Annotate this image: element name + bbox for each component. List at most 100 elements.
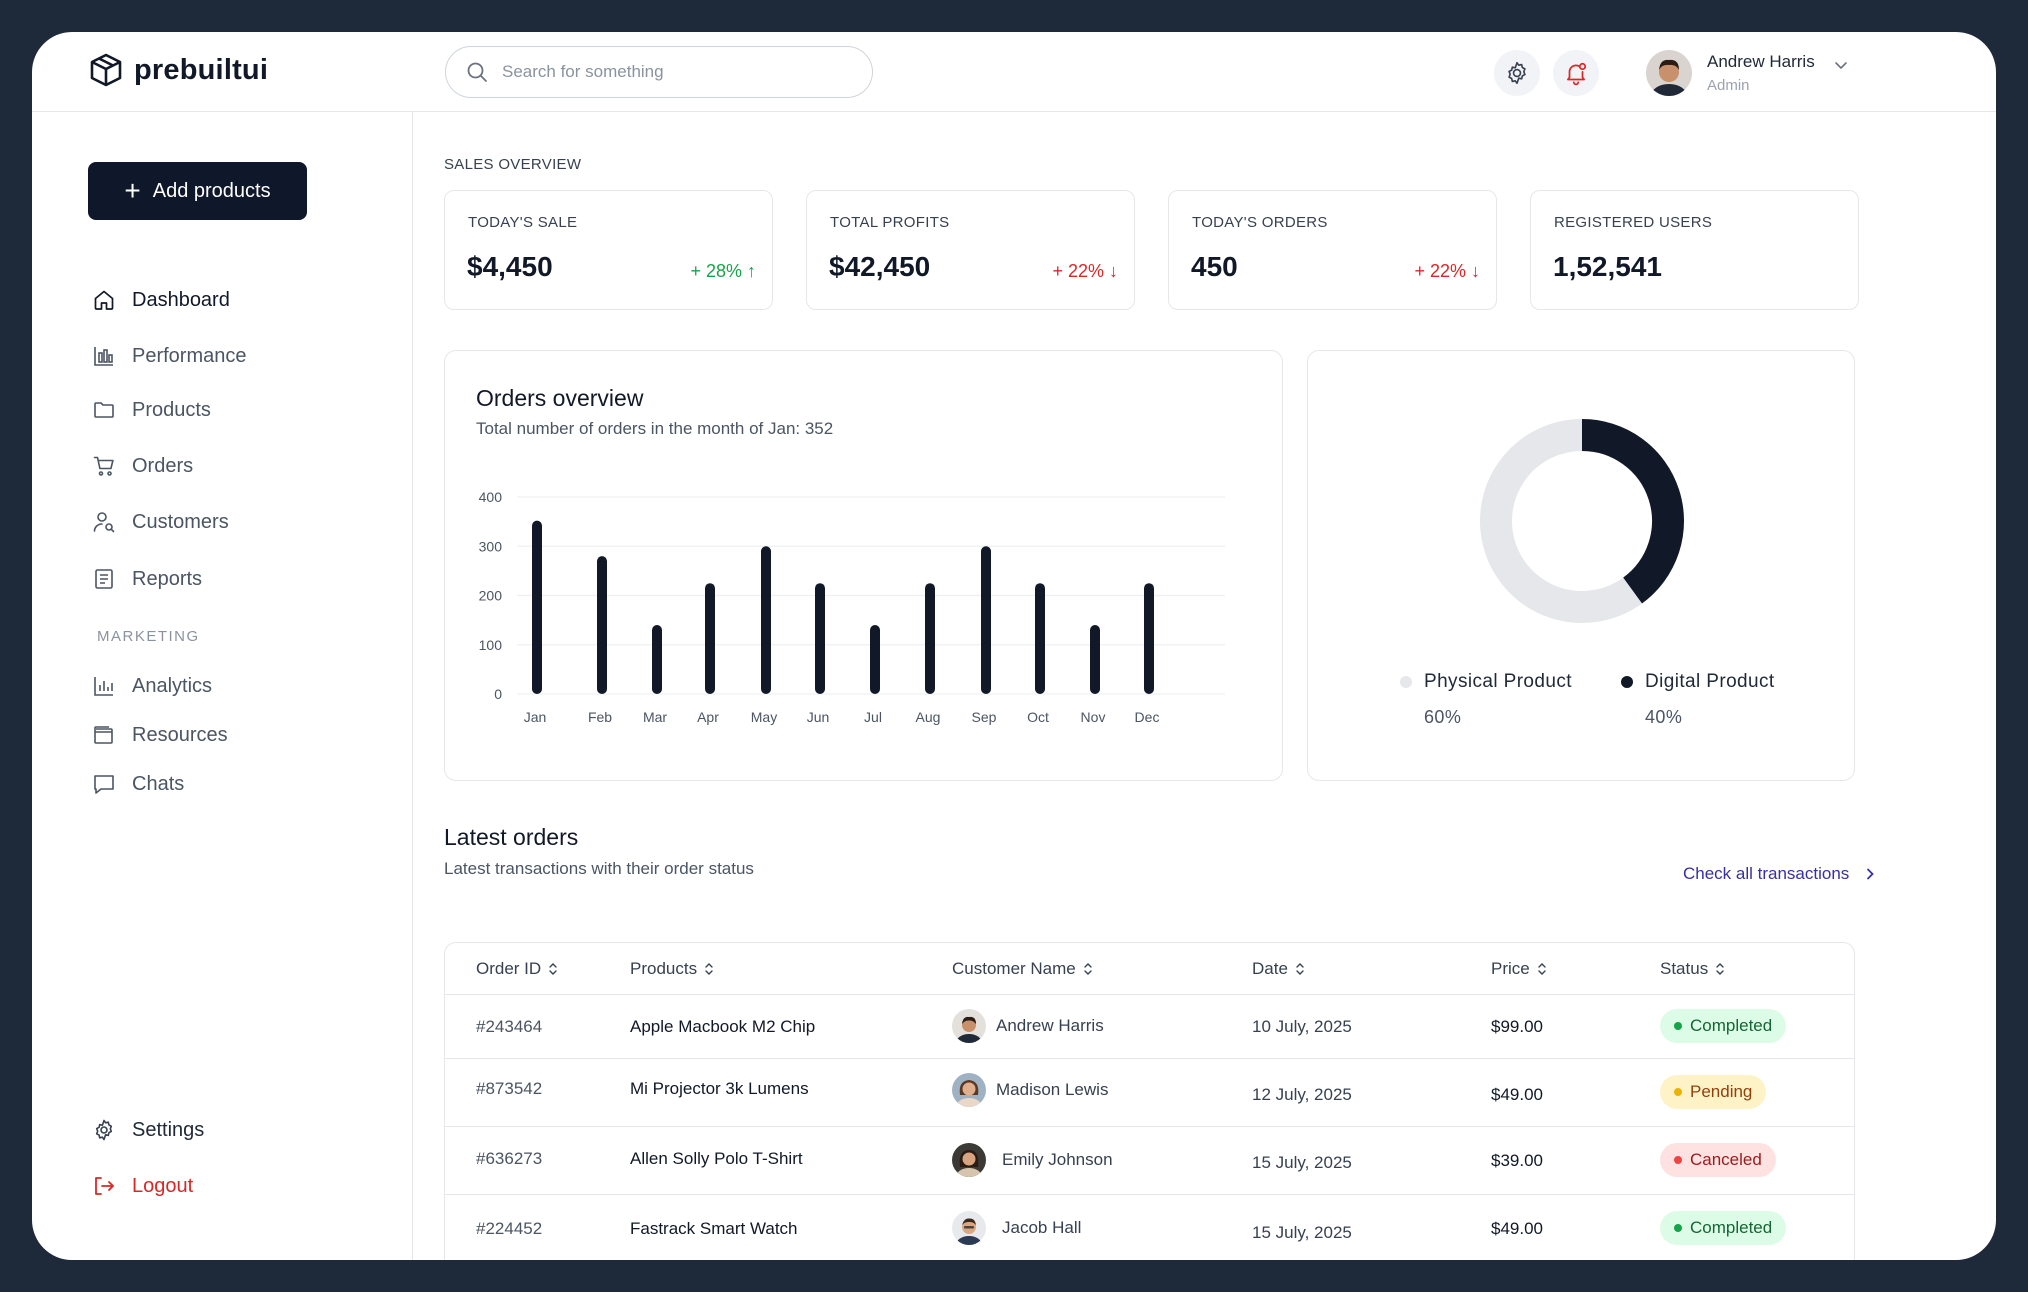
sidebar-item-resources[interactable]: Resources <box>92 723 228 747</box>
customer-cell: Jacob Hall <box>952 1211 1081 1245</box>
customer-name: Jacob Hall <box>1002 1218 1082 1237</box>
sidebar-item-performance[interactable]: Performance <box>92 344 247 368</box>
sidebar-item-reports[interactable]: Reports <box>92 567 202 591</box>
order-id: #224452 <box>476 1219 543 1238</box>
stat-change: + 28% ↑ <box>690 261 756 281</box>
check-all-transactions-link[interactable]: Check all transactions <box>1683 864 1877 884</box>
sidebar-item-orders[interactable]: Orders <box>92 454 193 478</box>
bell-icon <box>1567 62 1587 86</box>
gear-icon <box>95 1119 113 1141</box>
product-split-card: Physical Product 60% Digital Product 40% <box>1307 350 1855 781</box>
product-name: Fastrack Smart Watch <box>630 1219 798 1238</box>
search-bar[interactable] <box>445 46 873 98</box>
x-tick-label: Apr <box>697 709 719 725</box>
chevron-right-icon <box>1867 868 1875 880</box>
sidebar-item-products[interactable]: Products <box>92 398 211 422</box>
sidebar: + Add products Dashboard Performance Pro… <box>32 112 413 1260</box>
bar-nov <box>1090 625 1100 694</box>
x-tick-label: Mar <box>643 709 667 725</box>
user-meta: Andrew Harris Admin <box>1707 52 1815 94</box>
brand-logo[interactable]: prebuiltui <box>88 52 268 88</box>
x-tick-label: Nov <box>1081 709 1106 725</box>
sidebar-item-label: Customers <box>132 510 229 533</box>
settings-button[interactable] <box>1494 50 1540 96</box>
status-badge: Completed <box>1660 1211 1787 1245</box>
bar-apr <box>705 583 715 694</box>
column-order-id[interactable]: Order ID <box>476 959 559 979</box>
x-tick-label: Jan <box>524 709 547 725</box>
orders-overview-card: Orders overview Total number of orders i… <box>444 350 1283 781</box>
cube-logo-icon <box>90 53 122 87</box>
sidebar-item-settings[interactable]: Settings <box>92 1118 204 1142</box>
link-label: Check all transactions <box>1683 864 1850 883</box>
sidebar-item-label: Products <box>132 398 211 421</box>
sort-icon <box>1716 963 1724 975</box>
sort-icon <box>1296 963 1304 975</box>
table-row[interactable]: #636273 Allen Solly Polo T-Shirt Emily J… <box>445 1127 1854 1195</box>
chat-icon <box>94 775 114 794</box>
chevron-down-icon[interactable] <box>1833 57 1849 73</box>
avatar <box>952 1211 986 1245</box>
sidebar-item-dashboard[interactable]: Dashboard <box>92 288 230 312</box>
sidebar-item-label: Performance <box>132 344 247 367</box>
product-name: Allen Solly Polo T-Shirt <box>630 1149 803 1168</box>
x-tick-label: May <box>751 709 777 725</box>
sidebar-item-label: Analytics <box>132 674 213 697</box>
add-products-button[interactable]: + Add products <box>88 162 307 220</box>
order-date: 15 July, 2025 <box>1252 1223 1352 1242</box>
stat-label: TODAY'S ORDERS <box>1192 214 1328 231</box>
order-date: 10 July, 2025 <box>1252 1017 1352 1036</box>
top-bar: prebuiltui <box>32 32 1996 112</box>
bar-jul <box>870 625 880 694</box>
order-price: $49.00 <box>1491 1219 1543 1238</box>
column-status[interactable]: Status <box>1660 959 1726 979</box>
column-price[interactable]: Price <box>1491 959 1548 979</box>
customer-name: Madison Lewis <box>996 1080 1109 1099</box>
donut-slice-digital-product <box>1581 419 1684 604</box>
status-badge: Canceled <box>1660 1143 1776 1177</box>
sidebar-item-customers[interactable]: Customers <box>92 510 229 534</box>
column-date[interactable]: Date <box>1252 959 1306 979</box>
search-input[interactable] <box>502 62 842 82</box>
order-date: 15 July, 2025 <box>1252 1153 1352 1172</box>
x-tick-label: Dec <box>1135 709 1160 725</box>
bar-sep <box>981 546 991 694</box>
sidebar-item-chats[interactable]: Chats <box>92 772 184 796</box>
customer-cell: Andrew Harris <box>952 1009 1104 1043</box>
legend-dot <box>1621 676 1633 688</box>
x-tick-label: Jul <box>864 709 882 725</box>
order-date: 12 July, 2025 <box>1252 1085 1352 1104</box>
folder-icon <box>94 402 114 418</box>
table-row[interactable]: #873542 Mi Projector 3k Lumens Madison L… <box>445 1059 1854 1127</box>
stat-label: REGISTERED USERS <box>1554 214 1713 231</box>
donut-slice-physical-product <box>1480 419 1642 623</box>
customer-cell: Madison Lewis <box>952 1073 1108 1107</box>
logout-button[interactable]: Logout <box>92 1174 193 1198</box>
notifications-button[interactable] <box>1553 50 1599 96</box>
column-products[interactable]: Products <box>630 959 715 979</box>
sidebar-item-analytics[interactable]: Analytics <box>92 674 212 698</box>
latest-orders-subtitle: Latest transactions with their order sta… <box>444 859 754 878</box>
y-tick-label: 300 <box>479 538 503 554</box>
table-row[interactable]: #224452 Fastrack Smart Watch Jacob Hall … <box>445 1195 1854 1260</box>
product-name: Apple Macbook M2 Chip <box>630 1017 816 1036</box>
stat-label: TODAY'S SALE <box>468 214 578 231</box>
sidebar-item-label: Dashboard <box>132 288 230 311</box>
product-name: Mi Projector 3k Lumens <box>630 1079 809 1098</box>
status-badge: Completed <box>1660 1009 1787 1043</box>
column-customer-name[interactable]: Customer Name <box>952 959 1094 979</box>
bar-jun <box>815 583 825 694</box>
orders-bar-chart: 0 100 200 300 400 Jan Feb Mar Apr May Jun Jul Aug Sep… <box>479 489 1225 725</box>
sales-overview-heading: SALES OVERVIEW <box>444 156 582 173</box>
table-row[interactable]: #243464 Apple Macbook M2 Chip Andrew Har… <box>445 995 1854 1059</box>
sort-icon <box>1538 963 1546 975</box>
legend-dot <box>1400 676 1412 688</box>
legend-digital: Digital Product 40% <box>1621 671 1775 728</box>
stat-value: 450 <box>1191 251 1238 282</box>
bar-oct <box>1035 583 1045 694</box>
product-donut-chart <box>1480 419 1684 623</box>
add-products-label: Add products <box>152 179 271 202</box>
user-menu[interactable]: Andrew Harris Admin <box>1646 50 1849 96</box>
marketing-section-label: MARKETING <box>97 628 200 645</box>
sidebar-item-label: Settings <box>132 1118 205 1141</box>
